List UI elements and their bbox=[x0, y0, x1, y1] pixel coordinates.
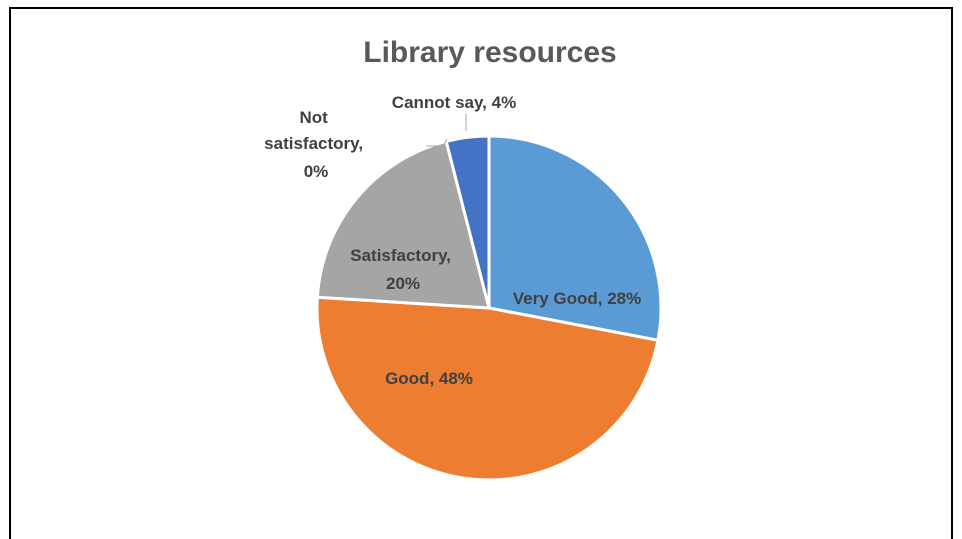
leader-lines bbox=[426, 114, 467, 147]
label-not-satisfactory: Not satisfactory, 0% bbox=[264, 108, 368, 181]
label-cannot-say: Cannot say, 4% bbox=[392, 93, 516, 112]
pie-slice-very-good bbox=[487, 134, 663, 342]
leader-line-not-satisfactory bbox=[426, 138, 448, 147]
pie-slice-good bbox=[315, 295, 660, 482]
label-satisfactory-line-1: Satisfactory, bbox=[350, 246, 451, 265]
label-satisfactory-line-2: 20% bbox=[386, 274, 420, 293]
label-not-satisfactory-line-2: satisfactory, bbox=[264, 134, 363, 153]
label-satisfactory: Satisfactory, 20% bbox=[350, 246, 456, 293]
chart-title: Library resources bbox=[363, 36, 616, 69]
pie-slice-satisfactory bbox=[315, 139, 491, 310]
label-very-good: Very Good, 28% bbox=[513, 289, 642, 308]
label-good: Good, 48% bbox=[385, 369, 473, 388]
pie-slice-cannot-say bbox=[444, 134, 491, 310]
label-not-satisfactory-line-1: Not bbox=[299, 108, 328, 127]
label-not-satisfactory-line-3: 0% bbox=[304, 162, 329, 181]
pie-slices bbox=[315, 134, 663, 482]
